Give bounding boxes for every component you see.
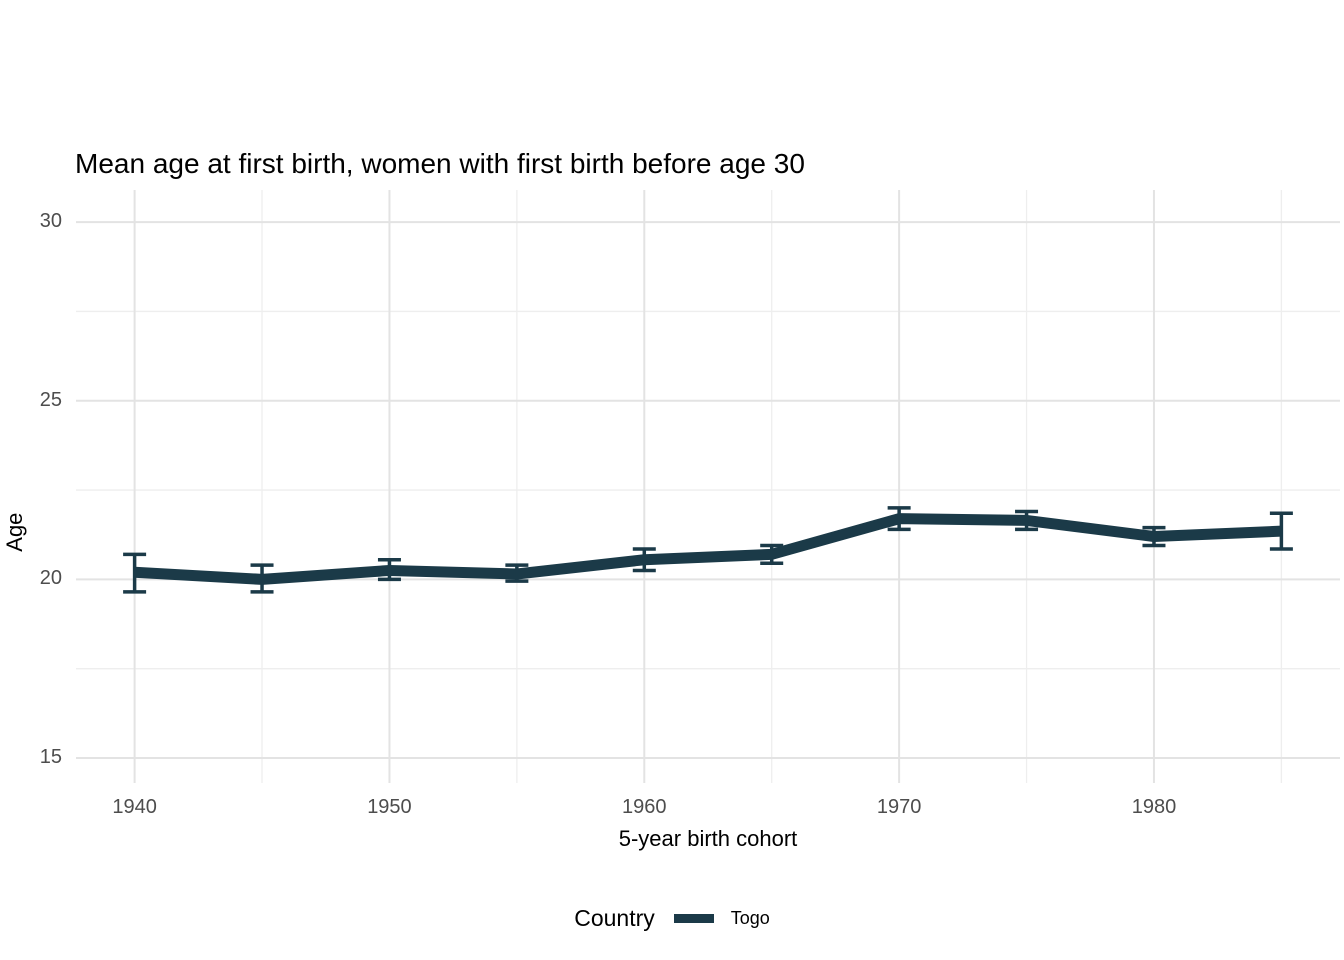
legend: Country Togo	[0, 905, 1344, 932]
y-tick-label: 25	[39, 388, 62, 411]
y-tick-label: 30	[39, 210, 62, 233]
legend-key-line-swatch	[673, 914, 714, 923]
y-tick-label: 15	[39, 745, 62, 768]
x-axis-title: 5-year birth cohort	[618, 826, 798, 851]
x-tick-label: 1960	[622, 796, 667, 818]
y-axis-title: Age	[2, 512, 27, 552]
y-tick-label: 20	[39, 567, 62, 590]
chart-title: Mean age at first birth, women with firs…	[75, 148, 805, 179]
x-tick-label: 1970	[876, 796, 922, 818]
legend-title: Country	[574, 905, 655, 931]
x-tick-label: 1980	[1131, 796, 1177, 818]
legend-entry-togo: Togo	[730, 908, 770, 928]
x-tick-label: 1940	[112, 796, 157, 818]
series-line-togo	[134, 513, 1282, 585]
x-tick-label: 1950	[367, 796, 412, 818]
